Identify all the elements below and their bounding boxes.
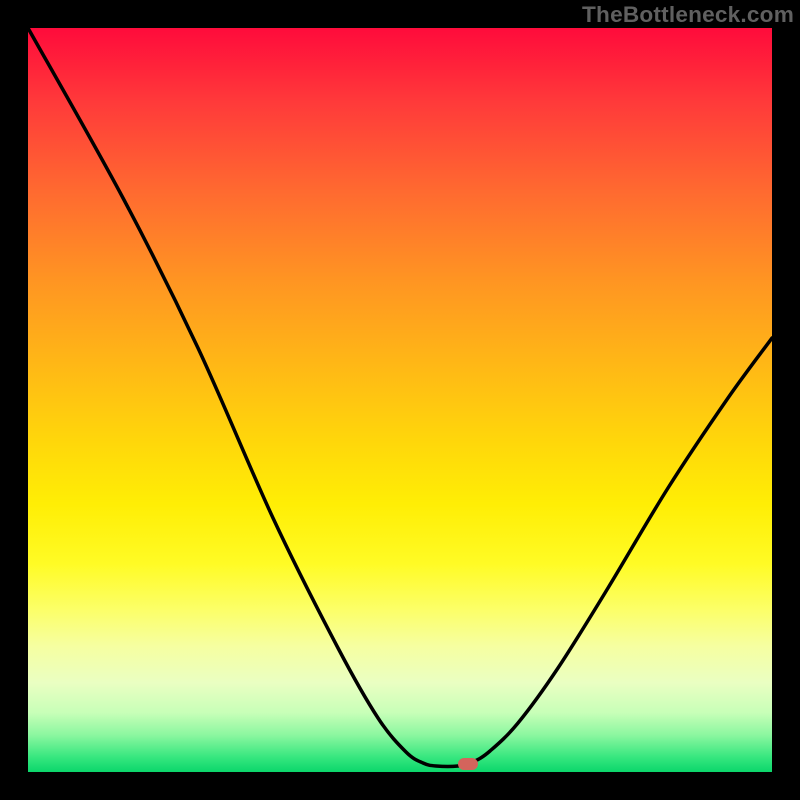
bottleneck-curve: [28, 28, 772, 766]
min-point-marker: [458, 758, 478, 770]
plot-area: [28, 28, 772, 772]
curve-svg: [28, 28, 772, 772]
watermark-text: TheBottleneck.com: [582, 2, 794, 28]
chart-frame: TheBottleneck.com: [0, 0, 800, 800]
